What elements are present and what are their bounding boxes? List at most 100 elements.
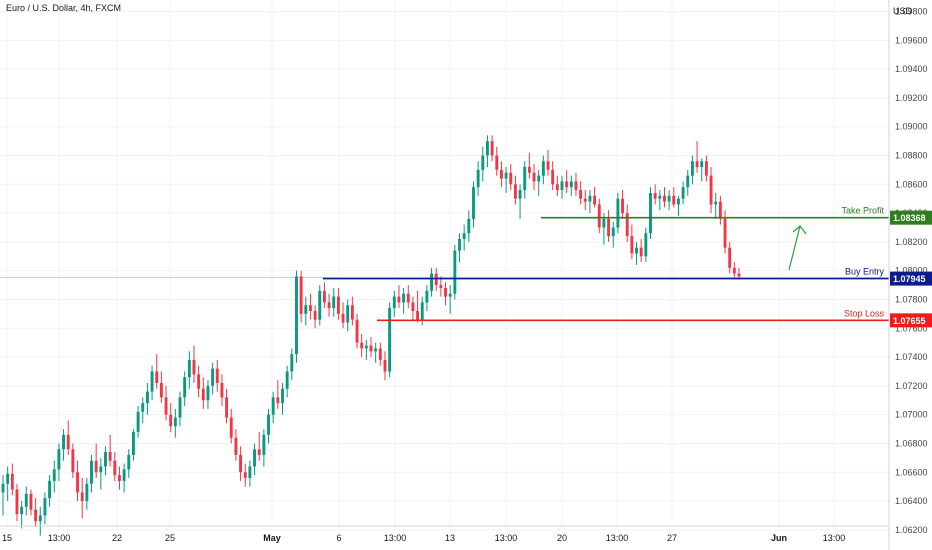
time-tick-label: 20 xyxy=(557,533,567,543)
candle xyxy=(299,270,303,323)
candle xyxy=(276,380,280,409)
candle xyxy=(481,146,485,182)
candle xyxy=(378,342,382,366)
time-axis[interactable]: 15 13:00 22 25 May 6 13:00 13 13:00 20 13:00 27 Jun 1… xyxy=(2,533,845,543)
candle xyxy=(649,187,652,240)
candle xyxy=(71,443,75,479)
candle xyxy=(127,449,131,479)
candle xyxy=(155,354,159,389)
chart-title: Euro / U.S. Dollar, 4h, FXCM xyxy=(6,3,122,13)
time-tick-label: 6 xyxy=(336,533,341,543)
candle-body xyxy=(248,466,252,479)
candle xyxy=(653,184,657,205)
candle xyxy=(728,241,732,274)
candle xyxy=(565,169,569,193)
candle xyxy=(136,406,140,438)
price-tick-label: 1.09000 xyxy=(895,122,928,132)
price-tick-label: 1.06600 xyxy=(895,467,928,477)
candle-body xyxy=(607,218,611,237)
candle xyxy=(76,460,79,502)
candle-body xyxy=(714,201,718,205)
candle-body xyxy=(378,348,382,360)
candle xyxy=(714,192,718,219)
candle xyxy=(57,443,61,481)
candle xyxy=(704,155,708,182)
candle xyxy=(192,345,196,383)
candle-body xyxy=(490,141,494,156)
candle-body xyxy=(304,305,308,314)
candle-body xyxy=(527,167,531,173)
price-axis[interactable]: 1.06200 1.06400 1.06600 1.06800 1.07000 1.072… xyxy=(895,7,928,535)
candle-body xyxy=(374,348,378,352)
candle xyxy=(509,164,513,191)
candle-body xyxy=(299,276,303,314)
candle xyxy=(10,463,14,496)
candle xyxy=(141,397,145,424)
candle-body xyxy=(369,345,373,352)
time-tick-label: Jun xyxy=(771,533,787,543)
take-profit-tag xyxy=(890,210,932,225)
candle-body xyxy=(532,172,536,182)
candle xyxy=(635,241,638,265)
candle-body xyxy=(416,310,420,320)
candle xyxy=(122,463,126,493)
candle-body xyxy=(560,181,564,191)
candle-body xyxy=(537,175,541,182)
candle-body xyxy=(229,417,233,438)
candle xyxy=(607,210,611,242)
candle xyxy=(672,187,676,208)
candle-body xyxy=(178,397,182,418)
price-tick-label: 1.07600 xyxy=(895,323,928,333)
candle-body xyxy=(295,276,298,355)
candle-body xyxy=(336,296,340,314)
candle xyxy=(383,351,387,381)
price-tick-label: 1.08600 xyxy=(895,179,928,189)
candle xyxy=(532,164,536,191)
candle-body xyxy=(313,310,317,320)
candle xyxy=(402,287,406,314)
candle xyxy=(718,195,722,225)
candle-body xyxy=(159,382,163,398)
candle-body xyxy=(444,287,447,297)
candle-body xyxy=(29,493,33,510)
take-profit-label: Take Profit xyxy=(841,206,884,216)
candle-body xyxy=(388,308,392,372)
candle xyxy=(458,233,461,263)
candle-body xyxy=(355,319,359,343)
grid xyxy=(0,0,889,531)
candle xyxy=(597,198,601,234)
candle-body xyxy=(80,492,84,502)
candle xyxy=(225,388,229,424)
candle-body xyxy=(131,431,135,455)
candle-body xyxy=(639,247,643,257)
candle xyxy=(569,175,573,196)
candle xyxy=(658,190,662,211)
candle xyxy=(336,287,340,320)
candle xyxy=(686,169,690,196)
candle-body xyxy=(518,190,522,199)
candle-body xyxy=(62,434,66,450)
candle-body xyxy=(225,397,229,418)
candle-body xyxy=(290,354,294,372)
candle-body xyxy=(630,236,634,254)
candle-body xyxy=(308,305,312,311)
candle xyxy=(173,408,177,438)
candle-body xyxy=(602,218,606,228)
time-tick-label: 13:00 xyxy=(606,533,629,543)
candle xyxy=(150,365,154,401)
candle xyxy=(406,285,410,309)
candle xyxy=(430,267,434,297)
candle xyxy=(85,478,89,510)
candle xyxy=(239,446,243,481)
candle-body xyxy=(155,371,159,383)
price-tick-label: 1.06800 xyxy=(895,438,928,448)
candle-body xyxy=(397,296,401,303)
candle-body xyxy=(104,452,107,467)
candle xyxy=(625,204,629,242)
candle-body xyxy=(737,273,741,277)
candle-body xyxy=(211,368,215,386)
candle xyxy=(108,434,112,467)
candle-body xyxy=(150,371,154,392)
candle-body xyxy=(462,233,466,240)
